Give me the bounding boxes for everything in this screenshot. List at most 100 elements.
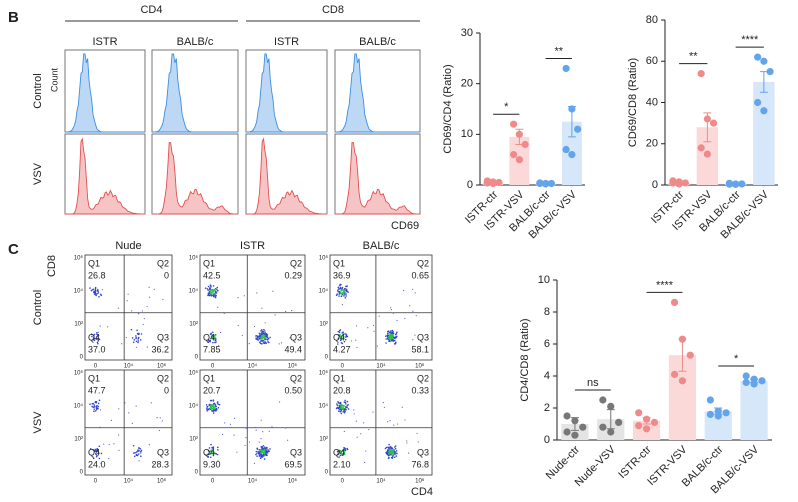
cell-dot [387, 457, 390, 460]
data-point [521, 140, 529, 149]
cell-dot [343, 289, 346, 291]
cell-dot [137, 453, 140, 455]
cell-dot [135, 340, 138, 343]
cell-dot [385, 451, 388, 454]
cell-dot [233, 434, 235, 436]
cell-dot [140, 452, 142, 454]
cell-dot [342, 411, 344, 413]
cell-dot [135, 454, 138, 457]
cell-dot [272, 290, 274, 292]
quadrant-value: 0 [164, 385, 169, 395]
histogram [334, 53, 420, 133]
cell-dot [209, 453, 212, 455]
cell-dot [391, 447, 394, 450]
cell-dot [345, 293, 347, 295]
cell-dot [256, 448, 259, 451]
cell-dot [385, 338, 387, 340]
cell-dot [93, 338, 95, 340]
group-label: CD8 [322, 4, 344, 16]
cell-dot [284, 427, 287, 429]
y-tick-label: 10² [74, 322, 83, 328]
cell-dot [344, 402, 347, 405]
cell-dot [278, 343, 280, 345]
cell-dot [415, 315, 417, 317]
cell-dot [391, 329, 394, 332]
quadrant-value: 0.50 [284, 385, 302, 395]
cell-dot [268, 430, 270, 432]
cell-dot [261, 447, 263, 449]
cell-dot [353, 413, 355, 415]
data-point [678, 377, 687, 385]
significance-label: * [734, 353, 739, 365]
cell-dot [394, 453, 396, 456]
cell-dot [94, 410, 97, 412]
cell-dot [209, 288, 211, 290]
cell-dot [355, 325, 357, 327]
cell-dot [212, 399, 215, 401]
cell-dot [124, 402, 126, 404]
cell-dot [390, 456, 393, 459]
cell-dot [289, 337, 291, 339]
data-point [563, 412, 571, 420]
y-tick-label: 0 [80, 470, 84, 476]
cell-dot [98, 295, 100, 298]
cell-dot [96, 331, 98, 334]
cell-dot [342, 407, 344, 410]
cell-dot [131, 337, 134, 339]
cell-dot [269, 448, 271, 450]
x-tick-label: 10⁴ [376, 363, 386, 370]
cell-dot [254, 426, 256, 429]
cell-dot [396, 319, 398, 322]
x-tick-label: 10⁶ [415, 478, 425, 485]
cell-dot [265, 446, 268, 449]
column-label: ISTR [240, 240, 265, 252]
cell-dot [389, 449, 391, 451]
quadrant-value: 24.0 [88, 459, 106, 469]
data-point [732, 180, 740, 188]
flow-frame [84, 254, 173, 361]
cell-dot [337, 289, 339, 291]
quadrant-name: Q4 [203, 332, 215, 342]
x-tick-label: 0 [94, 364, 98, 370]
data-point [760, 107, 768, 115]
cell-dot [132, 445, 135, 447]
cell-dot [216, 288, 218, 291]
cell-dot [224, 422, 226, 424]
cell-dot [258, 451, 261, 453]
cell-dot [262, 454, 265, 456]
cell-dot [216, 286, 219, 289]
cell-dot [108, 443, 110, 446]
data-point [750, 380, 758, 388]
cell-dot [210, 408, 213, 410]
cell-dot [243, 295, 245, 297]
histogram [245, 137, 328, 215]
data-point [542, 180, 550, 188]
x-tick-label: 10⁴ [248, 363, 258, 370]
cell-dot [345, 333, 347, 335]
cell-dot [98, 445, 101, 448]
cell-dot [237, 324, 239, 327]
cell-dot [261, 340, 263, 342]
quadrant-name: Q1 [88, 258, 100, 268]
cell-dot [339, 339, 342, 342]
x-tick-label: 0 [211, 479, 215, 485]
cell-dot [213, 335, 216, 338]
cell-dot [107, 326, 109, 328]
cell-dot [92, 288, 95, 291]
cell-dot [260, 419, 262, 421]
cell-dot [262, 340, 265, 342]
cell-dot [341, 334, 344, 337]
cell-dot [395, 455, 398, 457]
cell-dot [404, 419, 406, 421]
cell-dot [268, 450, 271, 452]
cell-dot [395, 335, 398, 338]
cell-dot [138, 446, 140, 449]
cell-dot [259, 457, 262, 460]
cell-dot [213, 406, 215, 408]
cell-dot [162, 298, 164, 301]
quadrant-value: 20.7 [203, 385, 221, 395]
cell-dot [95, 294, 97, 296]
cell-dot [94, 288, 97, 290]
cell-dot [287, 439, 289, 441]
cell-dot [135, 337, 137, 340]
